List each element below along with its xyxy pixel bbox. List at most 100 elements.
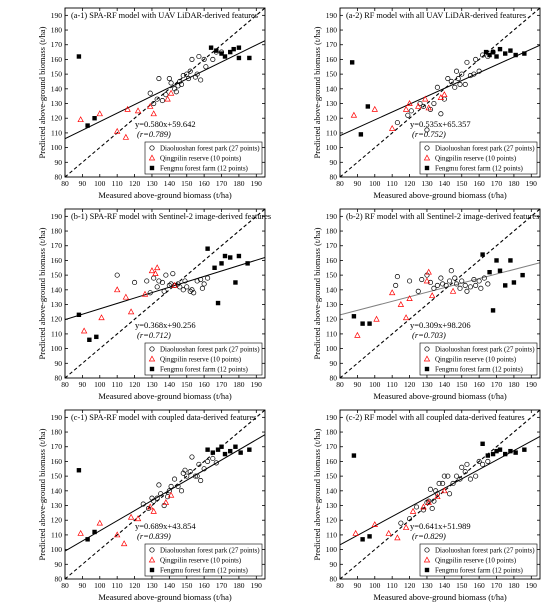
- x-tick-label: 170: [216, 179, 228, 188]
- data-point-triangle: [371, 105, 378, 112]
- data-point-circle: [166, 75, 172, 82]
- data-point-circle: [194, 71, 200, 77]
- y-tick-label: 130: [51, 501, 63, 510]
- data-point-circle: [170, 271, 176, 277]
- x-tick-label: 120: [404, 380, 416, 389]
- data-point-square: [228, 255, 233, 260]
- data-point-circle: [177, 78, 183, 85]
- data-point-circle: [165, 494, 171, 500]
- data-point-circle: [156, 75, 162, 82]
- x-tick-label: 100: [369, 179, 381, 188]
- data-point-square: [365, 104, 371, 109]
- data-point-circle: [156, 278, 162, 284]
- data-point-circle: [173, 89, 179, 95]
- data-point-square: [208, 45, 214, 50]
- regression-line: [340, 262, 540, 316]
- data-point-circle: [420, 103, 427, 110]
- data-point-square: [480, 441, 485, 446]
- y-tick-label: 180: [326, 428, 338, 437]
- data-point-square: [522, 51, 527, 56]
- x-tick-label: 120: [404, 179, 416, 188]
- y-tick-label: 90: [330, 359, 338, 368]
- x-tick-label: 180: [508, 581, 520, 590]
- y-tick-label: 190: [326, 11, 338, 20]
- data-point-circle: [161, 288, 167, 294]
- y-tick-label: 170: [51, 40, 63, 49]
- data-point-circle: [198, 77, 204, 83]
- data-point-square: [485, 453, 491, 458]
- data-point-triangle: [134, 107, 142, 114]
- data-point-circle: [192, 74, 198, 80]
- data-point-circle: [480, 461, 486, 467]
- x-tick-label: 190: [526, 581, 538, 590]
- y-tick-label: 110: [51, 530, 62, 539]
- legend-marker-triangle: [148, 556, 156, 563]
- data-point-triangle: [394, 534, 401, 541]
- data-point-circle: [182, 467, 188, 473]
- regression-equation: y=0.580x+59.642: [135, 119, 196, 129]
- data-point-triangle: [441, 91, 448, 98]
- legend-marker-triangle: [423, 355, 431, 362]
- legend-label: Qingpilin reserve (10 points): [160, 356, 242, 364]
- correlation-value: (r=0.829): [412, 531, 446, 541]
- data-point-square: [508, 448, 513, 454]
- data-point-circle: [462, 469, 468, 475]
- data-point-circle: [415, 288, 421, 294]
- x-tick-label: 100: [369, 380, 381, 389]
- x-tick-label: 150: [181, 581, 193, 590]
- data-point-circle: [434, 84, 440, 90]
- legend-label: Fengmu forest farm (12 points): [160, 366, 249, 374]
- x-tick-label: 130: [146, 380, 158, 389]
- data-point-square: [487, 269, 492, 275]
- data-point-circle: [447, 491, 453, 497]
- data-point-circle: [178, 488, 185, 494]
- plot-frame: [64, 208, 266, 379]
- data-point-triangle: [134, 515, 142, 522]
- data-point-circle: [398, 520, 404, 526]
- data-point-triangle: [162, 499, 170, 505]
- data-point-circle: [427, 106, 433, 112]
- data-point-circle: [172, 86, 178, 92]
- one-to-one-line: [65, 410, 265, 579]
- y-tick-label: 110: [326, 530, 337, 539]
- legend-marker-square: [149, 366, 155, 372]
- y-tick-label: 160: [51, 55, 63, 64]
- data-point-circle: [445, 75, 451, 82]
- data-point-circle: [147, 90, 153, 96]
- data-point-triangle: [402, 314, 410, 321]
- regression-equation: y=0.309x+98.206: [410, 320, 471, 330]
- y-tick-label: 90: [55, 359, 63, 368]
- data-point-square: [494, 54, 499, 59]
- data-point-circle: [431, 100, 437, 107]
- data-point-circle: [485, 281, 491, 287]
- x-tick-label: 90: [79, 179, 87, 188]
- data-point-circle: [394, 120, 400, 126]
- data-point-circle: [189, 287, 195, 293]
- data-point-circle: [431, 498, 437, 504]
- data-point-triangle: [402, 524, 410, 530]
- data-point-circle: [199, 285, 205, 291]
- y-tick-label: 120: [326, 516, 338, 525]
- data-point-square: [503, 283, 508, 288]
- y-tick-label: 160: [51, 256, 63, 265]
- data-point-square: [503, 51, 508, 56]
- data-point-square: [490, 49, 496, 55]
- data-point-circle: [147, 290, 153, 296]
- x-tick-label: 160: [474, 179, 486, 188]
- data-point-circle: [151, 498, 157, 504]
- data-point-circle: [429, 505, 435, 512]
- y-tick-label: 80: [330, 374, 338, 383]
- x-tick-label: 130: [421, 179, 433, 188]
- x-tick-label: 170: [216, 581, 228, 590]
- data-point-square: [85, 537, 90, 542]
- data-point-triangle: [425, 499, 432, 505]
- data-point-square: [247, 55, 252, 61]
- data-point-circle: [447, 278, 453, 284]
- y-tick-label: 170: [326, 40, 338, 49]
- plot-frame: [339, 7, 541, 178]
- x-tick-label: 130: [146, 179, 158, 188]
- data-point-circle: [459, 278, 465, 284]
- data-point-circle: [168, 281, 174, 287]
